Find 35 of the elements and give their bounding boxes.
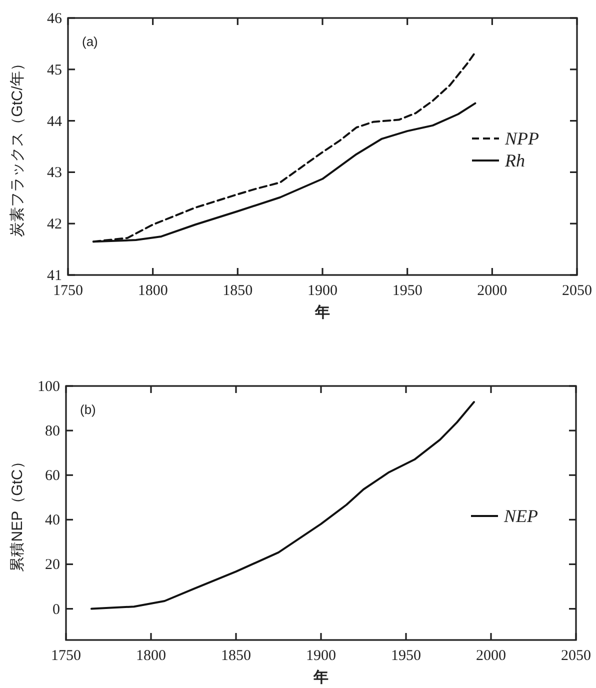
y-tick-label: 41 [47,268,62,284]
y-axis-title: 累積NEP（GtC） [9,454,26,572]
x-tick-label: 1950 [392,283,422,299]
x-axis-title: 年 [312,669,328,686]
y-tick-label: 0 [52,602,60,618]
y-tick-label: 40 [45,512,60,529]
x-tick-label: 2050 [561,648,591,664]
y-tick-label: 44 [47,114,62,130]
x-tick-label: 1800 [138,283,168,299]
x-tick-label: 2050 [562,283,592,299]
x-tick-label: 1900 [308,283,338,299]
y-tick-label: 43 [47,165,62,182]
x-tick-label: 1750 [53,283,83,299]
x-tick-label: 1800 [136,648,166,664]
y-tick-label: 46 [47,11,62,27]
annotation: (a) [82,34,98,49]
y-tick-label: 100 [38,379,60,395]
legend-label: Rh [504,150,525,170]
legend-label: NPP [504,128,539,148]
x-tick-label: 1950 [391,648,421,664]
y-tick-label: 45 [47,62,62,78]
y-axis-title: 炭素フラックス（GtC/年） [9,56,26,237]
annotation: (b) [80,402,96,417]
legend-label: NEP [503,506,538,526]
x-tick-label: 2000 [476,648,506,664]
x-tick-label: 1900 [306,648,336,664]
y-tick-label: 42 [47,216,62,233]
x-tick-label: 2000 [477,283,508,299]
x-tick-label: 1750 [51,648,81,664]
y-tick-label: 80 [45,424,60,440]
x-tick-label: 1850 [222,283,253,299]
y-tick-label: 60 [45,468,60,484]
x-axis-title: 年 [314,304,330,321]
y-tick-label: 20 [45,557,60,574]
x-tick-label: 1850 [221,648,251,664]
